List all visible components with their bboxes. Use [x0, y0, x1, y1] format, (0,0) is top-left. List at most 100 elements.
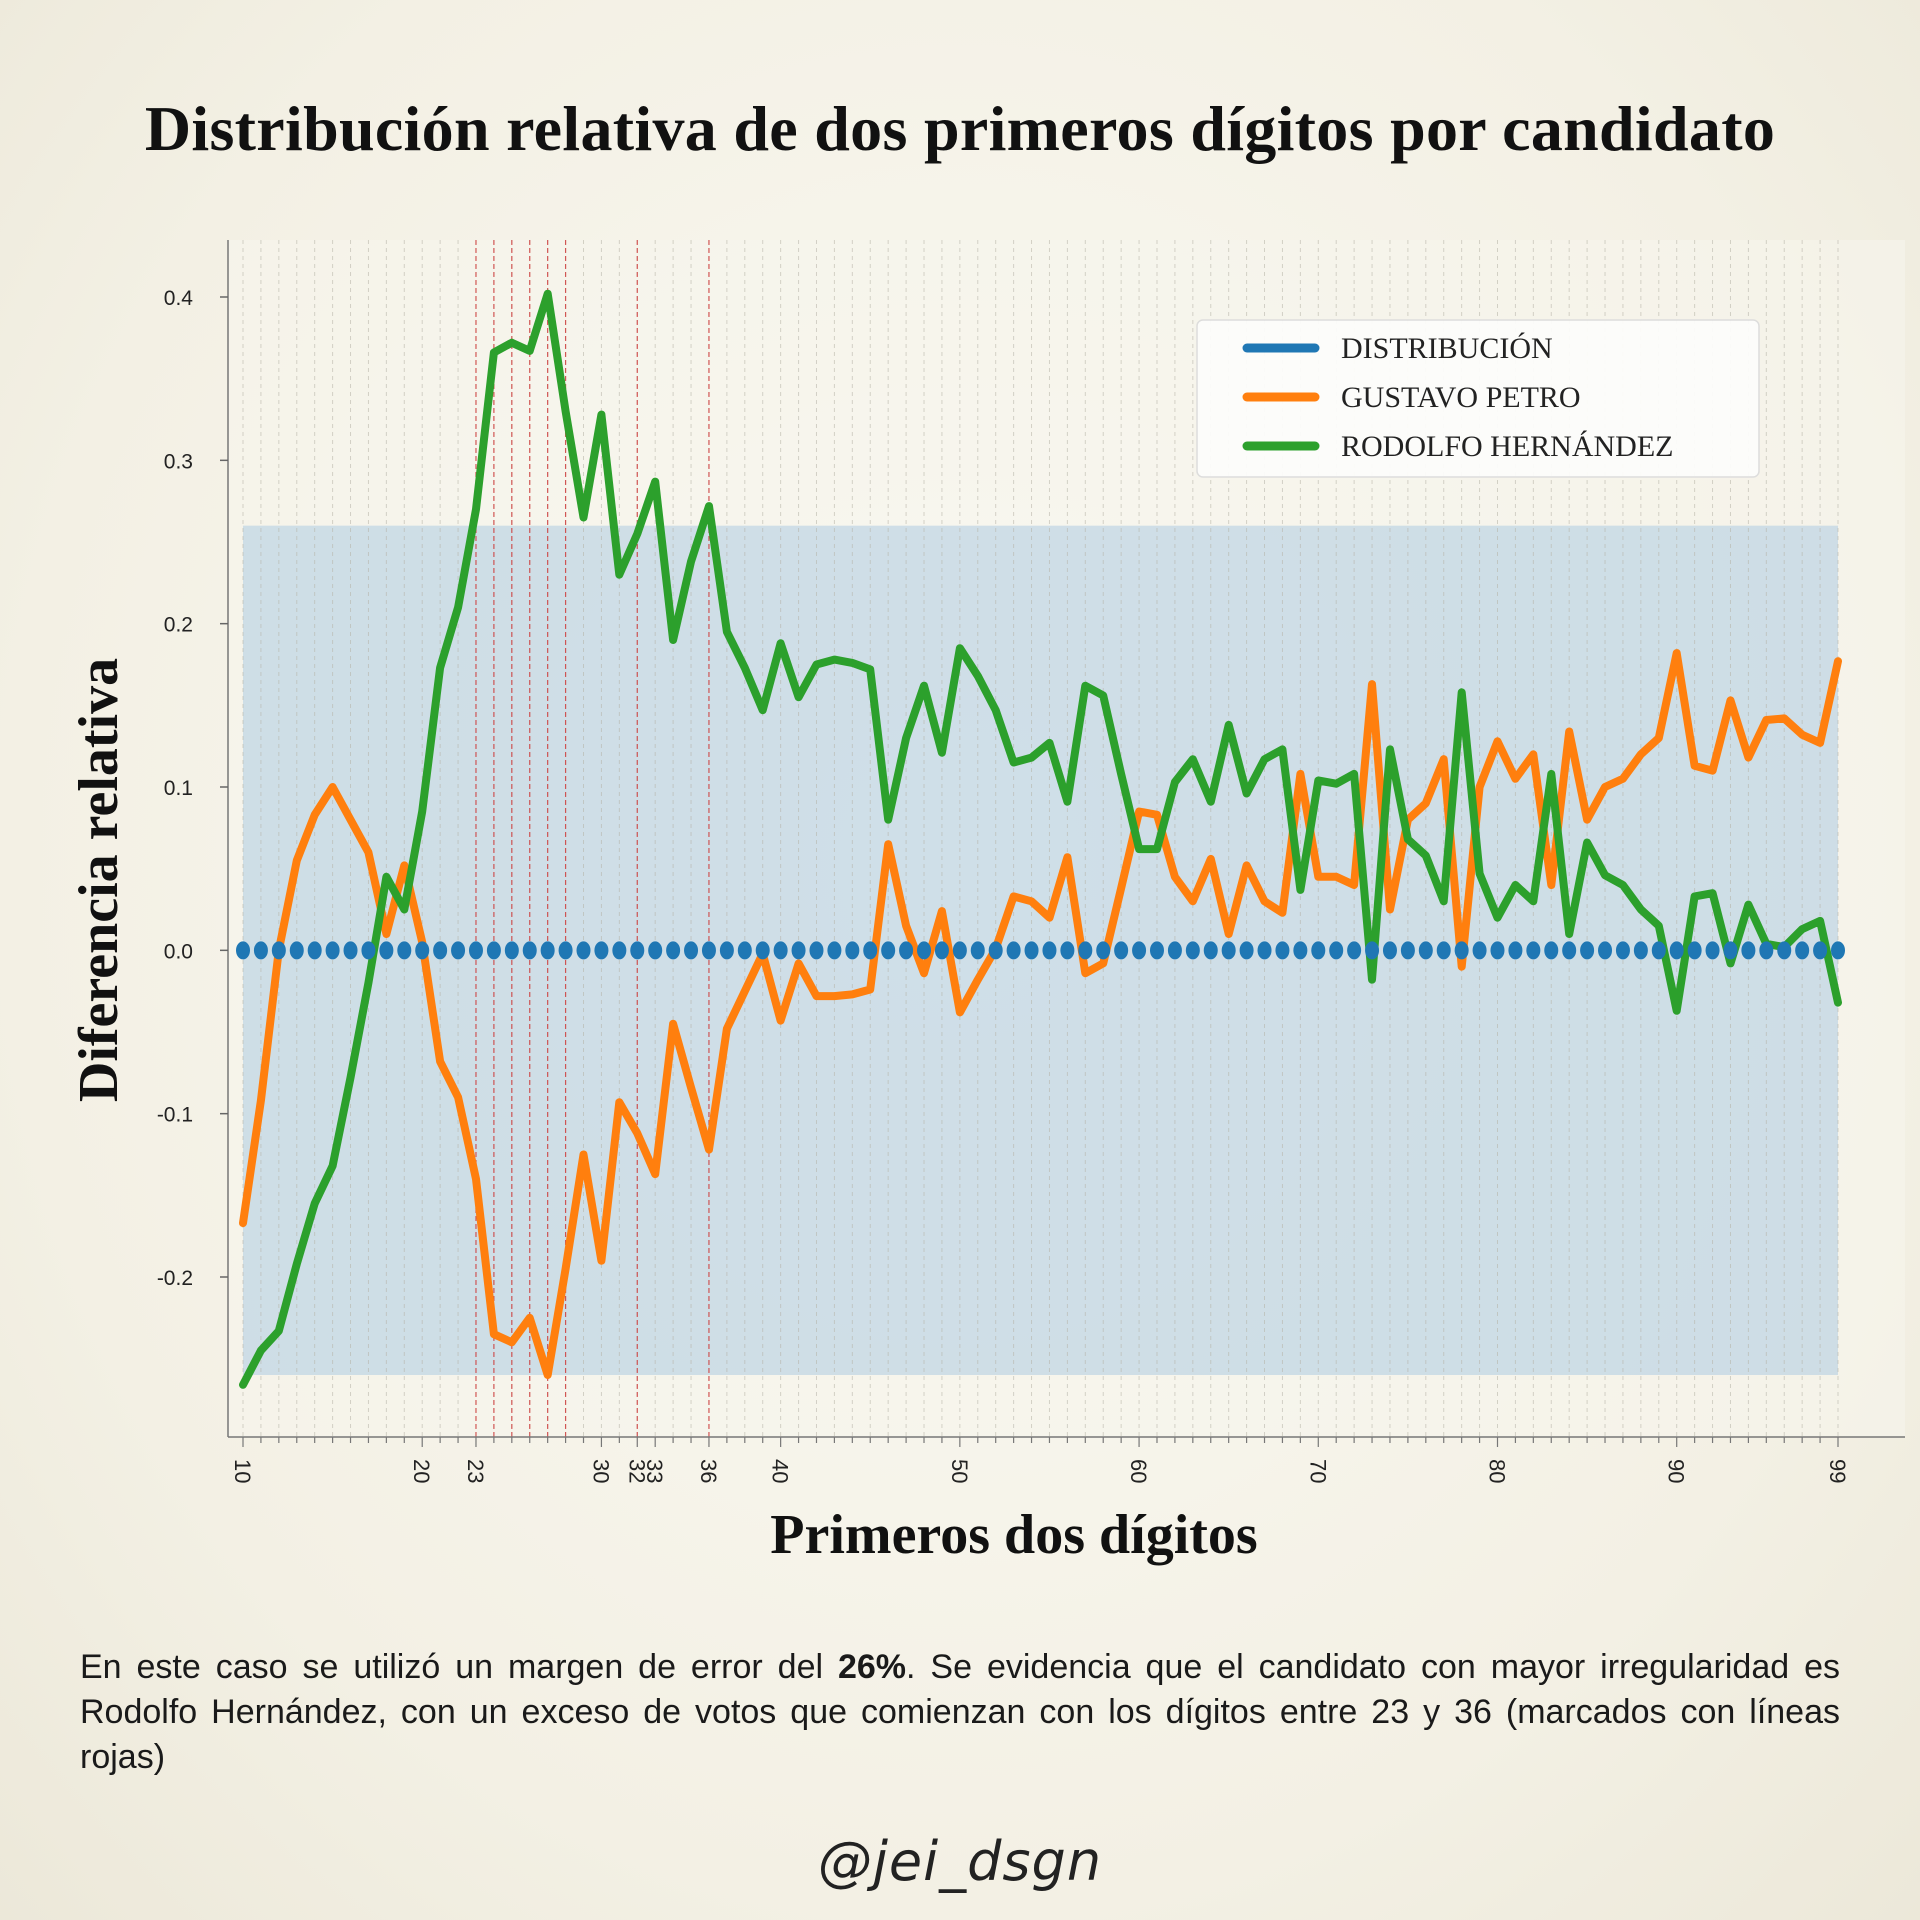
author-handle: @jei_dsgn: [817, 1830, 1103, 1893]
distribucion-point: [1400, 941, 1415, 960]
distribucion-point: [1347, 941, 1362, 960]
x-tick-label: 40: [768, 1459, 793, 1483]
legend-label: GUSTAVO PETRO: [1341, 381, 1581, 414]
distribucion-point: [1580, 941, 1595, 960]
y-tick-label: -0.2: [157, 1267, 193, 1290]
x-tick-label: 80: [1484, 1459, 1509, 1483]
distribucion-point: [307, 941, 322, 960]
distribucion-point: [1562, 941, 1577, 960]
legend-label: RODOLFO HERNÁNDEZ: [1341, 430, 1674, 463]
distribucion-point: [558, 941, 573, 960]
distribucion-point: [827, 941, 842, 960]
distribucion-point: [791, 941, 806, 960]
distribucion-point: [1149, 941, 1164, 960]
distribucion-point: [504, 941, 519, 960]
distribucion-point: [1651, 941, 1666, 960]
distribucion-point: [522, 941, 537, 960]
distribucion-point: [540, 941, 555, 960]
distribucion-point: [1060, 941, 1075, 960]
y-tick-label: -0.1: [157, 1104, 193, 1127]
distribucion-point: [755, 941, 770, 960]
distribucion-point: [1615, 941, 1630, 960]
distribucion-point: [397, 941, 412, 960]
distribucion-point: [1293, 941, 1308, 960]
distribucion-point: [934, 941, 949, 960]
distribucion-point: [1705, 941, 1720, 960]
distribucion-point: [1759, 941, 1774, 960]
distribucion-point: [1741, 941, 1756, 960]
distribucion-point: [899, 941, 914, 960]
distribucion-point: [1795, 941, 1810, 960]
distribucion-point: [1526, 941, 1541, 960]
x-tick-label: 90: [1664, 1459, 1689, 1483]
distribucion-point: [845, 941, 860, 960]
caption-margin-value: 26%: [837, 1648, 907, 1686]
distribucion-point: [1382, 941, 1397, 960]
distribucion-point: [1167, 941, 1182, 960]
distribucion-point: [970, 941, 985, 960]
y-tick-label: 0.1: [164, 777, 193, 800]
x-tick-label: 33: [642, 1459, 667, 1483]
distribucion-point: [1777, 941, 1792, 960]
distribucion-point: [1436, 941, 1451, 960]
distribucion-point: [289, 941, 304, 960]
distribucion-point: [1257, 941, 1272, 960]
distribucion-point: [1813, 941, 1828, 960]
distribucion-point: [809, 941, 824, 960]
x-axis-label: Primeros dos dígitos: [770, 1504, 1257, 1566]
distribucion-point: [1042, 941, 1057, 960]
distribucion-point: [594, 941, 609, 960]
legend-box: [1196, 319, 1760, 478]
distribucion-point: [1329, 941, 1344, 960]
distribucion-point: [1831, 941, 1845, 960]
legend-label: DISTRIBUCIÓN: [1341, 332, 1553, 365]
distribucion-point: [271, 941, 286, 960]
distribucion-point: [1418, 941, 1433, 960]
x-tick-label: 50: [947, 1459, 972, 1483]
distribucion-point: [576, 941, 591, 960]
distribucion-point: [1185, 941, 1200, 960]
distribucion-point: [236, 941, 250, 960]
caption-text-2: . Se evidencia que el candidato con mayo…: [80, 1648, 1841, 1776]
distribucion-point: [1454, 941, 1469, 960]
y-tick-label: 0.0: [164, 940, 193, 963]
distribucion-point: [612, 941, 627, 960]
distribucion-point: [952, 941, 967, 960]
distribucion-point: [630, 941, 645, 960]
distribucion-point: [1472, 941, 1487, 960]
distribucion-point: [468, 941, 483, 960]
x-tick-label: 99: [1825, 1459, 1850, 1483]
distribucion-point: [701, 941, 716, 960]
distribucion-point: [433, 941, 448, 960]
x-tick-label: 23: [463, 1459, 488, 1483]
distribucion-point: [1490, 941, 1505, 960]
distribucion-point: [379, 941, 394, 960]
y-axis-label: Diferencia relativa: [68, 658, 130, 1102]
distribucion-point: [415, 941, 430, 960]
distribucion-point: [1096, 941, 1111, 960]
distribucion-point: [1687, 941, 1702, 960]
series-distribucion: [236, 941, 1845, 960]
x-tick-label: 70: [1305, 1459, 1330, 1483]
distribucion-point: [1203, 941, 1218, 960]
distribucion-point: [666, 941, 681, 960]
distribucion-point: [1132, 941, 1147, 960]
distribucion-point: [863, 941, 878, 960]
series-line-gustavo-petro: [239, 649, 1842, 1379]
distribucion-point: [325, 941, 340, 960]
y-tick-label: 0.3: [164, 450, 193, 473]
distribucion-point: [1544, 941, 1559, 960]
distribucion-point: [1221, 941, 1236, 960]
distribucion-point: [1239, 941, 1254, 960]
distribucion-point: [648, 941, 663, 960]
x-tick-label: 32: [624, 1459, 649, 1483]
distribucion-point: [773, 941, 788, 960]
x-tick-label: 20: [409, 1459, 434, 1483]
distribucion-point: [1275, 941, 1290, 960]
distribucion-point: [1078, 941, 1093, 960]
distribucion-point: [451, 941, 466, 960]
distribucion-point: [1114, 941, 1129, 960]
distribucion-point: [253, 941, 268, 960]
distribucion-point: [719, 941, 734, 960]
